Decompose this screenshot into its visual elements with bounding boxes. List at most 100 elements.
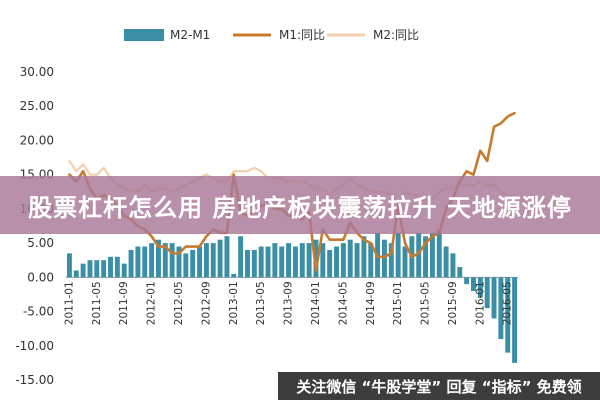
x-tick-label: 2015-01	[392, 281, 404, 325]
bar	[457, 267, 463, 278]
bar	[114, 256, 120, 278]
bar	[395, 232, 401, 278]
bar	[512, 277, 518, 363]
x-tick-label: 2014-09	[365, 281, 377, 325]
bar	[169, 243, 175, 278]
bar	[423, 236, 429, 278]
bar	[183, 253, 189, 278]
x-tick-label: 2015-09	[447, 281, 459, 325]
bar	[368, 243, 374, 278]
bar	[354, 243, 360, 278]
headline-text: 股票杠杆怎么用 房地产板块震荡拉升 天地源涨停	[28, 193, 572, 222]
bar	[258, 246, 264, 278]
bar	[238, 236, 244, 278]
x-tick-label: 2012-05	[173, 281, 185, 325]
x-tick-label: 2013-05	[255, 281, 267, 325]
bar	[416, 232, 422, 278]
legend-swatch	[124, 29, 164, 41]
bar	[340, 243, 346, 278]
y-tick-label: -5.00	[23, 305, 54, 319]
bar	[313, 239, 319, 278]
bar	[272, 243, 278, 278]
chart-legend: M2-M1 M1:同比 M2:同比	[124, 28, 419, 42]
bar	[334, 246, 339, 278]
legend-item: M1:同比	[233, 28, 325, 42]
x-tick-label: 2014-01	[310, 281, 322, 325]
bar	[299, 243, 305, 278]
bar	[197, 246, 203, 278]
bar	[203, 243, 209, 278]
bar	[464, 277, 470, 285]
bar	[190, 249, 196, 278]
legend-label: M2:同比	[373, 28, 419, 42]
x-tick-label: 2016-01	[474, 281, 486, 325]
headline-banner: 股票杠杆怎么用 房地产板块震荡拉升 天地源涨停	[0, 176, 600, 234]
bar	[224, 236, 230, 278]
x-axis: 2011-01 2011-05 2011-09 2012-01 2012-05 2012-…	[63, 281, 513, 325]
x-tick-label: 2016-05	[502, 281, 514, 325]
bar	[436, 229, 442, 278]
bar	[108, 256, 113, 278]
bar	[292, 246, 298, 278]
x-tick-label: 2013-01	[228, 281, 240, 325]
bar	[505, 277, 511, 353]
bar	[149, 243, 155, 278]
bar	[347, 239, 353, 278]
bar	[121, 263, 127, 278]
promo-banner: 关注微信 “牛股学堂” 回复 “指标” 免费领	[278, 372, 600, 400]
bar	[94, 260, 100, 278]
bar	[450, 253, 456, 278]
bar	[327, 249, 333, 278]
bar	[361, 236, 367, 278]
bar	[491, 277, 497, 319]
y-tick-label: 30.00	[20, 65, 54, 79]
x-tick-label: 2014-05	[337, 281, 349, 325]
bar	[128, 249, 134, 278]
bar	[443, 246, 449, 278]
y-tick-label: 5.00	[27, 236, 54, 250]
x-tick-label: 2012-01	[146, 281, 158, 325]
legend-item: M2:同比	[327, 28, 419, 42]
x-tick-label: 2011-01	[63, 281, 75, 325]
bar	[231, 273, 237, 278]
bar	[162, 243, 168, 278]
bar	[381, 239, 387, 278]
bar	[471, 277, 476, 292]
bar	[286, 243, 292, 278]
bar	[176, 246, 182, 278]
bar	[245, 249, 250, 278]
bar	[251, 249, 257, 278]
bar	[66, 253, 72, 278]
y-tick-label: -15.00	[15, 373, 54, 387]
bar	[279, 246, 285, 278]
y-tick-label: 0.00	[27, 270, 54, 284]
x-tick-label: 2011-05	[91, 281, 103, 325]
bar	[320, 243, 326, 278]
legend-label: M1:同比	[279, 28, 325, 42]
bar	[101, 260, 107, 278]
bar	[135, 246, 141, 278]
x-tick-label: 2015-05	[420, 281, 432, 325]
bar	[498, 277, 504, 339]
x-tick-label: 2011-09	[118, 281, 130, 325]
x-tick-label: 2013-09	[283, 281, 295, 325]
bar	[87, 260, 93, 278]
y-tick-label: -10.00	[15, 339, 54, 353]
bar	[306, 243, 312, 278]
y-tick-label: 20.00	[20, 133, 54, 147]
bar	[265, 246, 271, 278]
bar	[73, 270, 79, 278]
bar-series-m2-m1	[66, 229, 518, 363]
promo-text: 关注微信 “牛股学堂” 回复 “指标” 免费领	[296, 377, 582, 396]
bar	[402, 246, 408, 278]
y-tick-label: 25.00	[20, 99, 54, 113]
bar	[429, 232, 435, 278]
legend-item: M2-M1	[124, 28, 210, 42]
bar	[388, 243, 394, 278]
legend-label: M2-M1	[170, 28, 210, 42]
bar	[80, 263, 86, 278]
bar	[217, 239, 223, 278]
bar	[155, 239, 161, 278]
x-tick-label: 2012-09	[200, 281, 212, 325]
